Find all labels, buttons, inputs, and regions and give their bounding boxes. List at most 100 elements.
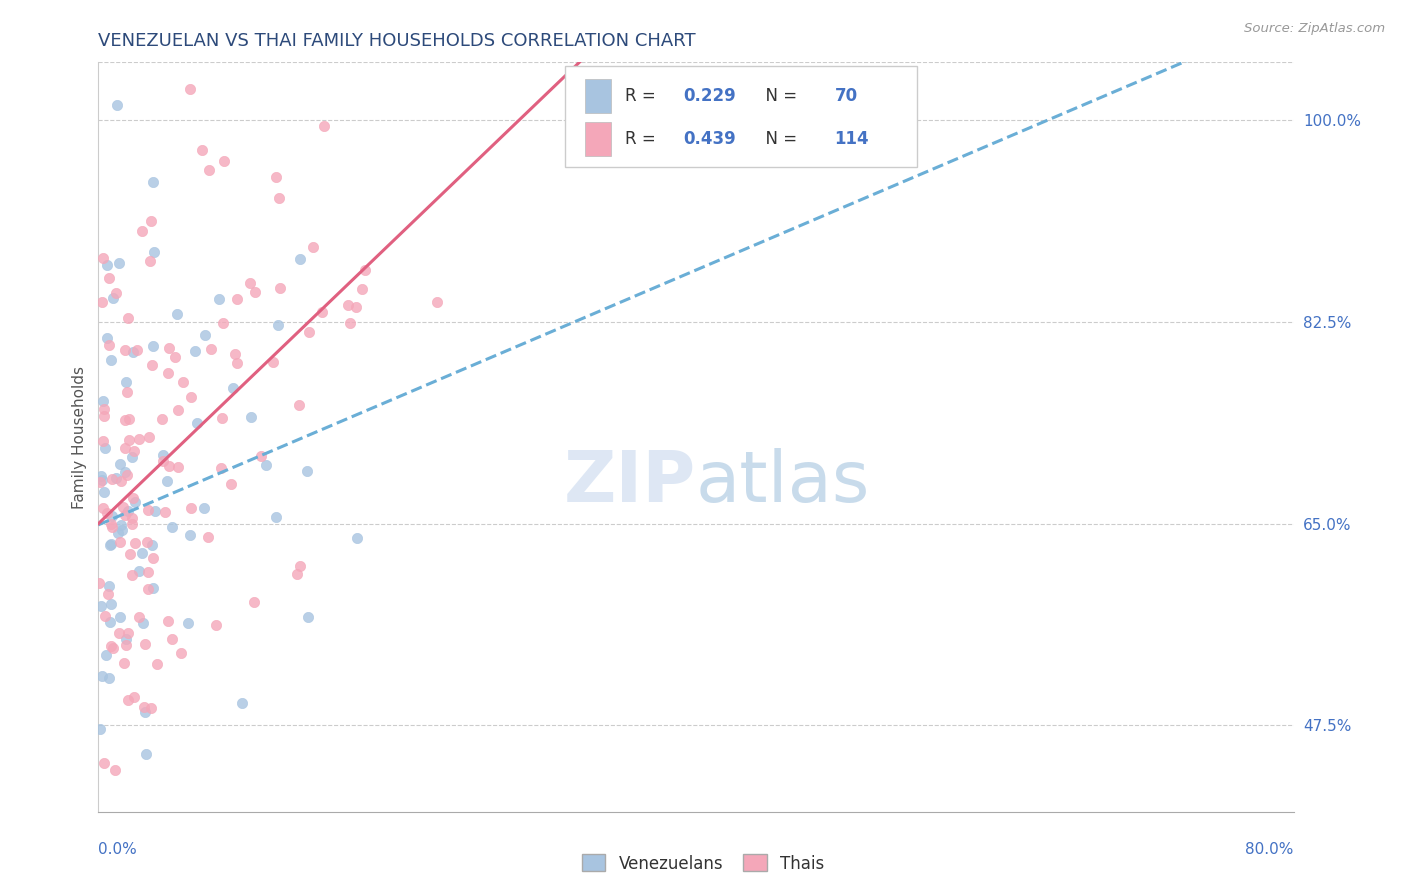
Point — [108, 457, 131, 471]
Point — [128, 433, 150, 447]
Text: N =: N = — [755, 87, 801, 105]
Point — [136, 582, 159, 596]
Point — [157, 341, 180, 355]
Point — [93, 402, 115, 417]
Point — [105, 98, 128, 112]
Text: ZIP: ZIP — [564, 448, 696, 516]
Point — [117, 311, 139, 326]
Point — [114, 343, 136, 357]
Point — [352, 282, 374, 296]
Text: 114: 114 — [835, 130, 869, 148]
Point — [143, 244, 166, 259]
Point — [90, 861, 112, 875]
Point — [179, 528, 201, 542]
Point — [211, 410, 233, 425]
Text: N =: N = — [755, 130, 801, 148]
Point — [209, 460, 232, 475]
Point — [142, 551, 165, 566]
Point — [194, 327, 217, 342]
Point — [114, 465, 136, 479]
Text: 70: 70 — [835, 87, 858, 105]
Point — [264, 510, 287, 524]
Point — [186, 416, 208, 430]
Point — [142, 339, 165, 353]
Point — [222, 381, 245, 395]
Point — [264, 170, 287, 185]
Point — [269, 281, 291, 295]
Text: 0.0%: 0.0% — [98, 842, 138, 856]
Point — [134, 700, 156, 714]
Point — [122, 690, 145, 704]
Point — [121, 517, 143, 532]
Text: VENEZUELAN VS THAI FAMILY HOUSEHOLDS CORRELATION CHART: VENEZUELAN VS THAI FAMILY HOUSEHOLDS COR… — [98, 32, 696, 50]
Point — [297, 610, 319, 624]
Point — [184, 344, 207, 359]
Point — [91, 501, 114, 516]
Point — [98, 615, 121, 629]
Point — [143, 504, 166, 518]
Point — [110, 518, 132, 533]
Point — [105, 471, 128, 485]
Point — [96, 331, 118, 345]
Point — [111, 523, 134, 537]
Point — [114, 413, 136, 427]
Point — [212, 316, 235, 330]
Point — [93, 409, 115, 423]
Point — [254, 458, 277, 472]
Point — [219, 477, 242, 491]
Point — [163, 350, 186, 364]
Point — [124, 536, 146, 550]
Point — [239, 277, 262, 291]
Point — [141, 537, 163, 551]
Point — [97, 587, 120, 601]
Point — [110, 475, 132, 489]
Point — [117, 626, 139, 640]
Point — [93, 756, 115, 770]
Point — [344, 300, 367, 314]
Point — [121, 567, 143, 582]
Point — [142, 175, 165, 189]
Point — [108, 256, 131, 270]
Point — [112, 500, 135, 514]
Point — [180, 501, 202, 516]
Point — [103, 640, 125, 655]
Point — [179, 82, 201, 96]
Point — [100, 538, 122, 552]
Point — [354, 263, 377, 277]
Point — [136, 535, 159, 549]
Point — [100, 352, 122, 367]
Point — [114, 441, 136, 455]
Point — [117, 693, 139, 707]
Point — [152, 453, 174, 467]
Point — [262, 355, 284, 369]
Text: R =: R = — [626, 87, 661, 105]
Point — [167, 402, 190, 417]
Y-axis label: Family Households: Family Households — [72, 366, 87, 508]
Point — [166, 307, 188, 321]
Point — [160, 519, 183, 533]
Point — [115, 385, 138, 400]
Point — [295, 464, 318, 478]
Point — [91, 474, 114, 488]
Point — [339, 316, 361, 330]
Point — [131, 847, 153, 862]
Point — [172, 375, 194, 389]
Point — [91, 393, 114, 408]
Text: atlas: atlas — [696, 448, 870, 516]
Text: 80.0%: 80.0% — [1246, 842, 1294, 856]
Point — [197, 530, 219, 544]
Point — [156, 474, 179, 488]
Point — [89, 475, 111, 490]
Text: 0.229: 0.229 — [683, 87, 735, 105]
Point — [224, 347, 246, 361]
Point — [269, 191, 291, 205]
Point — [93, 484, 115, 499]
Point — [96, 648, 118, 663]
Legend: Venezuelans, Thais: Venezuelans, Thais — [575, 847, 831, 880]
Point — [226, 293, 249, 307]
Point — [138, 254, 160, 268]
Point — [96, 506, 118, 520]
Point — [89, 722, 111, 736]
Point — [198, 163, 221, 178]
Point — [193, 501, 215, 516]
